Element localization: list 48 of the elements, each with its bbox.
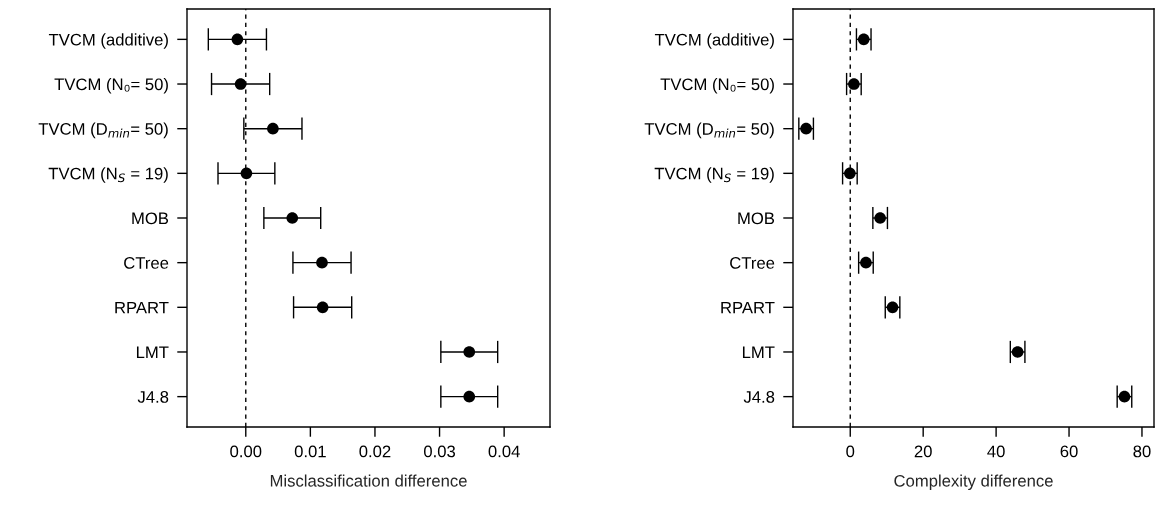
point <box>860 256 872 269</box>
y-tick-label: MOB <box>738 212 775 225</box>
x-tick-label: 0.00 <box>230 445 262 458</box>
point <box>286 212 299 224</box>
x-tick-label: 0.04 <box>488 445 520 458</box>
point <box>316 301 329 314</box>
point <box>316 256 328 269</box>
y-tick-label: TVCM (D$_{min}$= 50) <box>644 122 774 139</box>
x-tick-label: 80 <box>1133 445 1151 458</box>
y-tick-label: TVCM (N₀= 50) <box>54 77 168 94</box>
y-tick-label: LMT <box>136 346 169 359</box>
x-tick-label: 0.01 <box>294 445 326 458</box>
y-tick-label: RPART <box>115 301 169 314</box>
point <box>1118 390 1131 403</box>
point <box>800 122 812 135</box>
x-tick-label: 60 <box>1060 445 1078 458</box>
point <box>844 167 856 180</box>
y-tick-label: J4.8 <box>137 391 169 403</box>
point <box>463 390 476 403</box>
point <box>857 33 870 46</box>
y-tick-label: CTree <box>124 257 169 269</box>
y-tick-label: TVCM (D$_{min}$= 50) <box>38 122 168 139</box>
x-tick-label: 0 <box>846 445 855 458</box>
point <box>234 78 247 90</box>
y-tick-label: MOB <box>132 212 169 225</box>
y-tick-label: RPART <box>721 301 775 314</box>
x-tick-label: 20 <box>914 445 932 458</box>
point <box>463 346 476 358</box>
x-tick-label: 0.02 <box>359 445 391 458</box>
y-tick-label: LMT <box>742 346 775 359</box>
x-tick-label: 0.03 <box>423 445 456 458</box>
y-tick-label: TVCM (N$_{S}$ = 19) <box>654 167 774 183</box>
point <box>1011 346 1024 358</box>
point <box>240 167 253 180</box>
y-tick-label: TVCM (additive) <box>48 33 168 49</box>
point <box>886 301 899 314</box>
x-axis-title: Complexity difference <box>894 474 1053 491</box>
y-tick-label: TVCM (additive) <box>654 33 774 49</box>
y-tick-label: TVCM (N₀= 50) <box>660 77 774 94</box>
point <box>874 212 886 224</box>
y-tick-label: CTree <box>730 257 775 269</box>
y-tick-label: J4.8 <box>743 391 775 403</box>
point <box>267 122 279 135</box>
x-axis-title: Misclassification difference <box>270 474 467 487</box>
point <box>231 33 244 46</box>
point <box>848 78 860 90</box>
y-tick-label: TVCM (N$_{S}$ = 19) <box>48 167 168 183</box>
x-tick-label: 40 <box>987 445 1005 458</box>
